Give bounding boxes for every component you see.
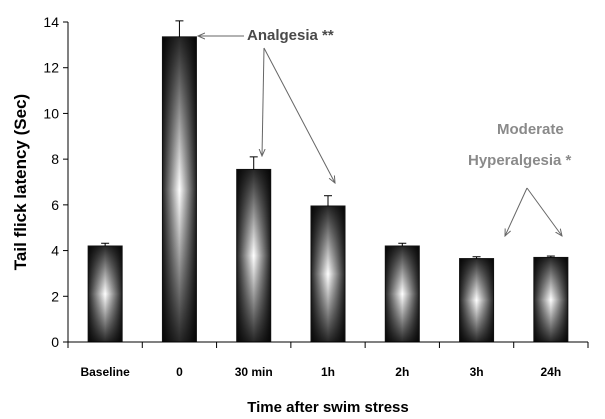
y-tick-label: 12 xyxy=(43,60,59,76)
error-bar xyxy=(472,256,481,259)
y-tick-labels: 0 2 4 6 8 10 12 14 xyxy=(43,14,59,350)
x-tick-labels: Baseline 0 30 min 1h 2h 3h 24h xyxy=(80,365,561,379)
x-tick-label: 3h xyxy=(470,365,484,379)
hyperalgesia-arrow-to-24h xyxy=(526,187,562,236)
x-tick-label: 2h xyxy=(395,365,409,379)
bar-shade xyxy=(459,258,494,342)
analgesia-arrow-to-30min xyxy=(262,47,264,156)
analgesia-label: Analgesia ** xyxy=(247,27,334,44)
y-axis xyxy=(63,21,69,343)
bar xyxy=(310,205,346,343)
error-bar xyxy=(175,20,184,37)
analgesia-arrow-to-1h xyxy=(263,47,335,183)
error-bar xyxy=(249,156,258,170)
x-tick-label: 0 xyxy=(176,365,183,379)
hyperalgesia-arrow-to-3h xyxy=(505,187,528,236)
bar xyxy=(87,245,123,343)
bar-shade xyxy=(311,206,345,342)
y-tick-label: 4 xyxy=(51,243,59,259)
bar xyxy=(236,168,272,343)
y-axis-title: Tail flick latency (Sec) xyxy=(11,94,30,270)
bar xyxy=(384,245,420,343)
error-bar xyxy=(546,255,555,258)
bars-group xyxy=(87,36,569,343)
x-tick-label: 1h xyxy=(321,365,335,379)
bar-shade xyxy=(162,36,197,342)
bar-shade xyxy=(385,246,420,342)
x-axis xyxy=(67,341,589,348)
x-tick-label: Baseline xyxy=(80,365,130,379)
y-tick-label: 14 xyxy=(43,14,59,30)
x-tick-label: 30 min xyxy=(235,365,273,379)
bar-shade xyxy=(236,169,271,342)
analgesia-annotation: Analgesia ** xyxy=(198,27,335,183)
y-tick-label: 10 xyxy=(43,105,59,121)
error-bar xyxy=(101,242,110,246)
error-bars-group xyxy=(101,20,555,259)
error-bar xyxy=(324,195,332,206)
x-axis-title: Time after swim stress xyxy=(247,399,408,416)
hyperalgesia-label-line2: Hyperalgesia * xyxy=(468,152,572,169)
bar-shade xyxy=(88,246,123,342)
hyperalgesia-annotation: Moderate Hyperalgesia * xyxy=(468,121,572,236)
bar xyxy=(161,36,197,343)
y-tick-label: 2 xyxy=(51,288,59,304)
bar xyxy=(533,256,569,343)
bar xyxy=(459,258,495,343)
y-tick-label: 0 xyxy=(51,334,59,350)
hyperalgesia-label-line1: Moderate xyxy=(497,121,564,138)
x-tick-label: 24h xyxy=(541,365,562,379)
y-tick-label: 6 xyxy=(51,197,59,213)
error-bar xyxy=(398,242,407,246)
bar-shade xyxy=(533,257,568,342)
y-tick-label: 8 xyxy=(51,151,59,167)
